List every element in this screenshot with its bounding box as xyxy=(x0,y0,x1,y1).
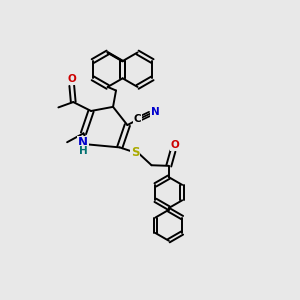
Text: N: N xyxy=(78,136,88,149)
Text: O: O xyxy=(170,140,179,150)
Text: O: O xyxy=(68,74,76,84)
Text: S: S xyxy=(131,146,140,159)
Text: N: N xyxy=(151,107,160,117)
Text: C: C xyxy=(134,114,141,124)
Text: H: H xyxy=(79,146,87,156)
